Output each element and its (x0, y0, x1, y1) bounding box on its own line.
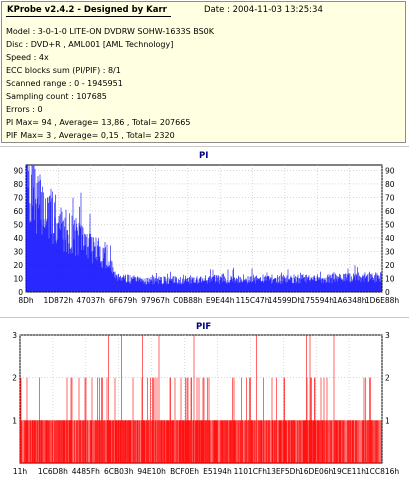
y-tick-label-left: 60 (13, 207, 23, 216)
pi-chart-title: PI (199, 151, 209, 161)
x-tick-label: 1CC816h (365, 467, 400, 476)
y-tick-label-left: 1 (12, 416, 17, 425)
x-tick-label: 1101CFh (234, 467, 268, 476)
pif-level-band (20, 420, 382, 463)
x-tick-label: E5194h (203, 467, 232, 476)
x-tick-label: 1C6D8h (38, 467, 68, 476)
x-tick-label: 4485Fh (72, 467, 100, 476)
x-tick-label: 1D872h (44, 296, 74, 305)
x-tick-label: 94E10h (137, 467, 166, 476)
title-underline (6, 16, 171, 17)
speed-line: Speed : 4x (6, 53, 49, 62)
y-tick-label-right: 60 (385, 207, 395, 216)
y-tick-label-left: 50 (13, 220, 23, 229)
y-tick-label-left: 80 (13, 180, 23, 189)
y-tick-label-right: 0 (385, 288, 390, 297)
y-tick-label-left: 40 (13, 234, 23, 243)
pif-chart-panel: PIF 1 1 2 2 3 3 11h 1C6D8h 4485Fh 6CB03h 94E10h BCF… (0, 317, 409, 481)
y-tick-label-right: 90 (385, 166, 395, 175)
y-tick-label-left: 20 (13, 261, 23, 270)
y-tick-label-right: 1 (385, 416, 390, 425)
x-tick-label: 47037h (76, 296, 105, 305)
y-tick-label-right: 20 (385, 261, 395, 270)
x-tick-label: 115C47h (236, 296, 270, 305)
y-tick-label-right: 80 (385, 180, 395, 189)
x-tick-label: 16DE06h (299, 467, 334, 476)
x-tick-label: 13EF5Dh (266, 467, 300, 476)
disc-line: Disc : DVD+R , AML001 [AML Technology] (6, 40, 174, 49)
info-title-bar: KProbe v2.4.2 - Designed by Karr Date : … (2, 2, 405, 18)
y-tick-label-left: 2 (12, 374, 17, 383)
x-tick-label: 175594h (301, 296, 335, 305)
x-tick-label: 1A6348h (333, 296, 367, 305)
sampling-line: Sampling count : 107685 (6, 92, 107, 101)
y-tick-label-left: 70 (13, 193, 23, 202)
x-tick-label: 1D6E88h (365, 296, 400, 305)
x-tick-label: 11h (13, 467, 28, 476)
x-tick-label: 6CB03h (104, 467, 134, 476)
pi-stats-line: PI Max= 94 , Average= 13,86 , Total= 207… (6, 118, 191, 127)
pi-chart-panel: PI 0 0 10 10 20 20 30 30 40 40 50 50 60 60 70 70 80 80 90 9… (0, 146, 409, 312)
info-panel: KProbe v2.4.2 - Designed by Karr Date : … (1, 1, 406, 143)
pif-stats-line: PIF Max= 3 , Average= 0,15 , Total= 2320 (6, 131, 175, 140)
y-tick-label-right: 2 (385, 374, 390, 383)
app-title: KProbe v2.4.2 - Designed by Karr (7, 5, 167, 15)
model-line: Model : 3-0-1-0 LITE-ON DVDRW SOHW-1633S… (6, 27, 214, 36)
x-tick-label: BCF0Eh (170, 467, 199, 476)
y-tick-label-right: 3 (385, 331, 390, 340)
y-tick-label-left: 10 (13, 274, 23, 283)
y-tick-label-left: 0 (18, 288, 23, 297)
pif-series (19, 335, 382, 463)
x-tick-label: 6F679h (109, 296, 137, 305)
errors-line: Errors : 0 (6, 105, 43, 114)
pif-chart: 1 1 2 2 3 3 11h 1C6D8h 4485Fh 6CB03h 94E10h BCF0Eh E… (12, 331, 400, 476)
x-tick-label: 19CE11h (332, 467, 366, 476)
pif-chart-title: PIF (196, 322, 212, 332)
range-line: Scanned range : 0 - 1945951 (6, 79, 123, 88)
x-tick-label: E9E44h (206, 296, 235, 305)
y-tick-label-right: 10 (385, 274, 395, 283)
y-tick-label-right: 50 (385, 220, 395, 229)
ecc-line: ECC blocks sum (PI/PIF) : 8/1 (6, 66, 121, 75)
pi-series (25, 165, 382, 292)
y-tick-label-right: 40 (385, 234, 395, 243)
y-tick-label-left: 90 (13, 166, 23, 175)
y-tick-label-right: 30 (385, 247, 395, 256)
y-tick-label-left: 3 (12, 331, 17, 340)
scan-date: Date : 2004-11-03 13:25:34 (204, 5, 323, 15)
y-tick-label-right: 70 (385, 193, 395, 202)
x-tick-label: 97967h (141, 296, 170, 305)
pi-chart: 0 0 10 10 20 20 30 30 40 40 50 50 60 60 70 70 80 80 90 90 8D… (13, 164, 400, 305)
x-tick-label: 14599Dh (268, 296, 303, 305)
y-tick-label-left: 30 (13, 247, 23, 256)
x-tick-label: 8Dh (18, 296, 34, 305)
x-tick-label: C0B88h (173, 296, 203, 305)
